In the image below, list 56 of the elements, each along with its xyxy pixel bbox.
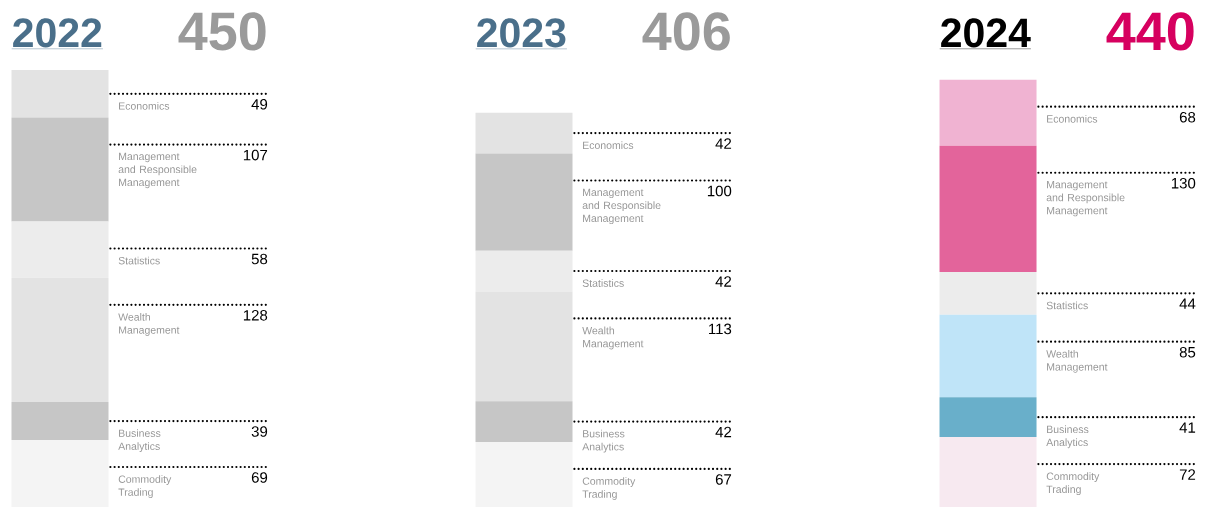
series-label: Statistics xyxy=(118,256,160,265)
bar xyxy=(11,402,109,440)
text: Commodity Trading xyxy=(1046,472,1100,496)
data-label: 128 xyxy=(243,310,268,321)
x-tick-label: 2022 xyxy=(13,18,102,48)
data-label: 100 xyxy=(707,185,732,197)
text: Economics xyxy=(583,141,634,150)
text: Statistics xyxy=(1046,301,1088,310)
text: Business Analytics xyxy=(1046,425,1089,449)
text: Wealth Management xyxy=(118,313,180,336)
text: Management and Responsible Management xyxy=(1046,180,1125,217)
data-label: 42 xyxy=(715,426,732,438)
series-label: Management and Responsible Management xyxy=(582,188,661,225)
total-label: 406 xyxy=(642,12,730,51)
text: Economics xyxy=(119,101,170,110)
data-label: 42 xyxy=(715,138,732,149)
data-label: 72 xyxy=(1179,469,1196,480)
x-tick-label: 2024 xyxy=(941,18,1031,48)
bar xyxy=(475,112,573,154)
data-label: 107 xyxy=(243,149,268,161)
text: Wealth Management xyxy=(582,326,644,350)
x-tick-label: 2023 xyxy=(477,18,566,48)
series-label: Business Analytics xyxy=(118,429,161,453)
bar xyxy=(475,153,573,251)
data-label: 42 xyxy=(715,276,732,287)
series-label: Commodity Trading xyxy=(118,475,172,498)
text: Commodity Trading xyxy=(582,477,636,500)
data-label: 39 xyxy=(251,426,268,437)
data-label: 49 xyxy=(251,98,268,110)
data-label: 41 xyxy=(1179,422,1196,433)
bar xyxy=(939,397,1037,438)
bar xyxy=(11,70,109,118)
total-label: 440 xyxy=(1106,12,1194,51)
data-label: 68 xyxy=(1179,111,1196,123)
bar xyxy=(939,437,1037,507)
bar xyxy=(475,401,573,442)
data-label: 69 xyxy=(251,472,268,483)
bar xyxy=(939,79,1037,146)
text: Business Analytics xyxy=(582,429,625,453)
bar xyxy=(475,441,573,507)
bar xyxy=(11,117,109,222)
bar xyxy=(11,439,109,507)
series-label: Wealth Management xyxy=(1046,349,1108,373)
series-label: Economics xyxy=(1047,114,1098,123)
data-label: 67 xyxy=(715,474,732,485)
data-label: 130 xyxy=(1171,177,1196,189)
data-label: 113 xyxy=(709,323,732,335)
data-label: 58 xyxy=(251,253,268,265)
bar xyxy=(939,314,1037,398)
data-label: 44 xyxy=(1179,298,1196,309)
text: Statistics xyxy=(582,279,624,287)
data-label: 85 xyxy=(1179,346,1196,358)
bar xyxy=(939,145,1037,272)
bar xyxy=(939,271,1037,315)
text: Management and Responsible Management xyxy=(118,152,197,189)
total-label: 450 xyxy=(178,12,266,51)
